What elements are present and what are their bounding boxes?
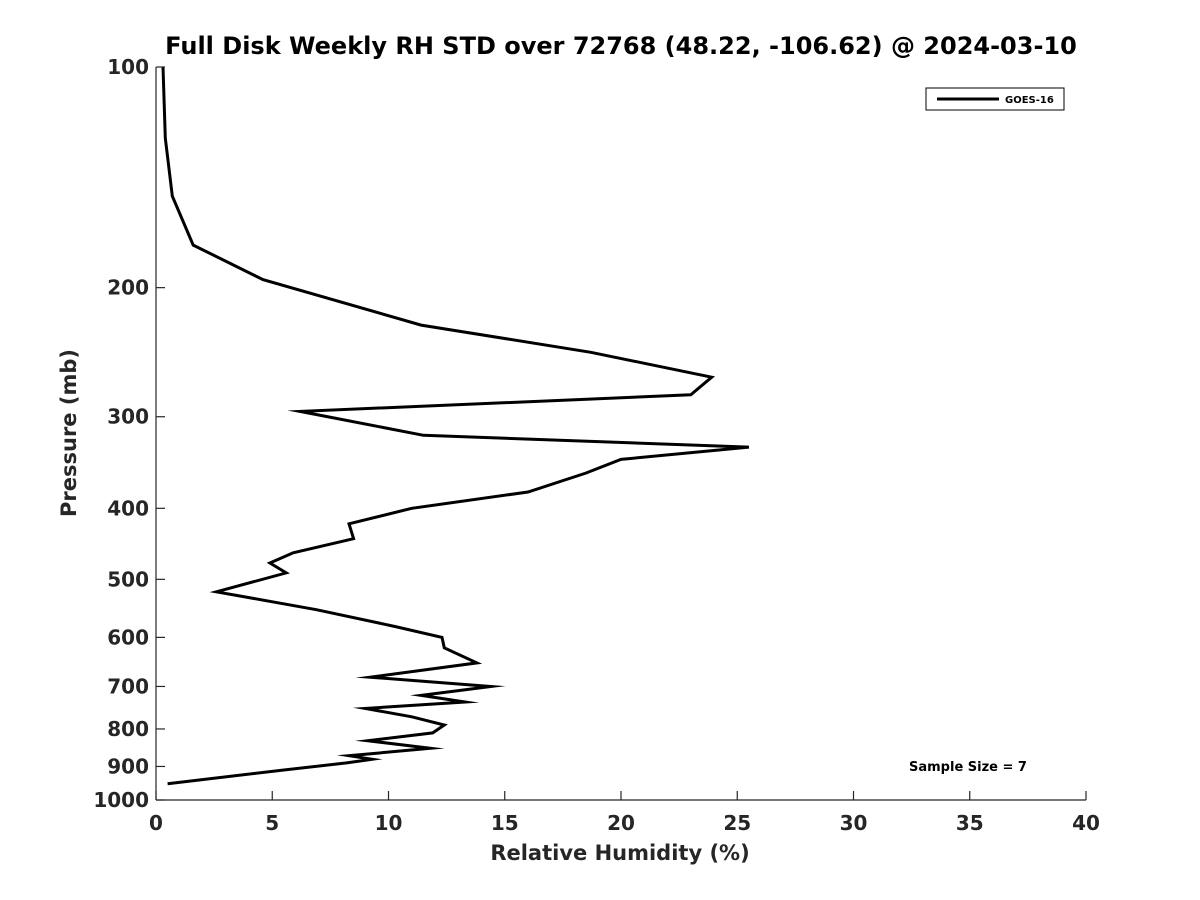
x-tick-label: 0 <box>149 811 163 835</box>
y-tick-label: 200 <box>107 276 149 300</box>
x-axis-label: Relative Humidity (%) <box>490 841 749 865</box>
y-tick-label: 900 <box>107 754 149 778</box>
y-tick-label: 400 <box>107 496 149 520</box>
y-tick-label: 1000 <box>93 788 149 812</box>
x-tick-label: 10 <box>375 811 403 835</box>
x-tick-label: 30 <box>840 811 868 835</box>
sample-size-note: Sample Size = 7 <box>909 760 1027 775</box>
y-tick-label: 300 <box>107 405 149 429</box>
x-tick-label: 35 <box>956 811 984 835</box>
x-tick-label: 15 <box>491 811 519 835</box>
x-tick-label: 25 <box>723 811 751 835</box>
y-tick-label: 500 <box>107 567 149 591</box>
chart-title: Full Disk Weekly RH STD over 72768 (48.2… <box>165 32 1077 60</box>
y-tick-label: 700 <box>107 674 149 698</box>
y-tick-label: 100 <box>107 55 149 79</box>
x-tick-label: 5 <box>265 811 279 835</box>
x-tick-label: 20 <box>607 811 635 835</box>
y-tick-label: 800 <box>107 717 149 741</box>
y-axis: 100 200 300 400 500 600 700 800 900 1000 <box>93 55 165 812</box>
legend: GOES-16 <box>925 87 1065 111</box>
series-line-goes-16 <box>161 66 750 786</box>
y-axis-label: Pressure (mb) <box>57 349 81 517</box>
plot-area <box>155 66 1086 801</box>
legend-label-goes-16: GOES-16 <box>1005 95 1054 106</box>
x-tick-label: 40 <box>1072 811 1100 835</box>
x-axis: 0 5 10 15 20 25 30 35 40 <box>149 791 1100 835</box>
y-tick-label: 600 <box>107 625 149 649</box>
